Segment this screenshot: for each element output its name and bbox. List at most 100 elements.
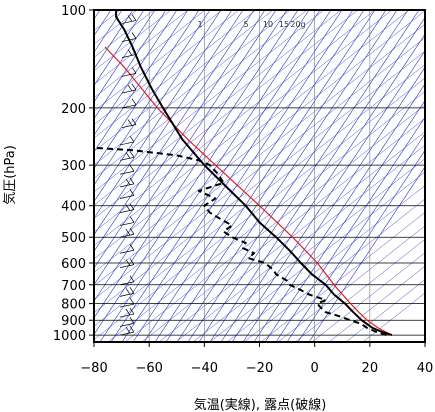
guide-line <box>124 104 425 342</box>
guide-line <box>220 33 425 342</box>
guide-line <box>198 10 420 342</box>
guide-line <box>94 10 145 86</box>
x-tick-label: −40 <box>191 361 218 376</box>
guide-line <box>209 171 425 342</box>
guide-line <box>143 10 365 342</box>
guide-line <box>297 149 425 342</box>
guide-line <box>94 10 172 72</box>
y-tick-label: 400 <box>61 200 86 215</box>
wind-barb <box>121 83 137 94</box>
wind-barb <box>119 135 135 146</box>
wind-barb <box>119 165 135 175</box>
guide-line <box>311 252 425 342</box>
y-tick-label: 300 <box>61 159 86 174</box>
y-tick-label: 700 <box>61 279 86 294</box>
guide-line <box>158 131 425 342</box>
wind-barb <box>121 32 137 42</box>
guide-line <box>94 37 425 300</box>
x-tick-label: −80 <box>80 361 107 376</box>
guide-line <box>231 50 425 342</box>
guide-line <box>175 144 425 342</box>
guide-line <box>345 279 425 342</box>
parcel-profile <box>104 46 393 336</box>
guide-lines <box>94 10 425 342</box>
y-tick-label: 800 <box>61 298 86 313</box>
wind-barb <box>119 325 135 336</box>
guide-line <box>260 212 425 342</box>
guide-line <box>94 10 206 99</box>
wind-barb <box>119 189 135 199</box>
x-tick-label: −20 <box>246 361 273 376</box>
guide-line <box>110 10 332 342</box>
guide-line <box>286 133 425 342</box>
guide-line <box>94 10 240 125</box>
mixing-ratio-label: 20g <box>290 20 305 29</box>
y-tick-label: 900 <box>61 314 86 329</box>
guide-line <box>294 238 425 342</box>
wind-barb <box>119 307 135 318</box>
guide-line <box>94 23 425 287</box>
wind-barb <box>119 151 135 161</box>
guide-line <box>94 10 189 85</box>
guide-line <box>94 10 200 169</box>
guide-line <box>94 10 325 193</box>
wind-barb <box>119 203 135 213</box>
guide-line <box>107 91 425 342</box>
guide-line <box>94 10 299 319</box>
guide-line <box>176 10 398 342</box>
y-tick-label: 200 <box>61 102 86 117</box>
guide-line <box>94 10 410 260</box>
wind-barb <box>121 14 137 24</box>
wind-barb <box>119 297 135 308</box>
guide-line <box>94 10 189 153</box>
wind-barbs <box>119 14 137 336</box>
guide-line <box>187 10 409 342</box>
y-tick-label: 100 <box>61 4 86 19</box>
mixing-ratio-label: 10 <box>263 20 273 29</box>
pressure-grid <box>94 10 425 342</box>
guide-line <box>94 10 342 206</box>
wind-barb <box>119 287 135 297</box>
guide-line <box>308 166 425 342</box>
guide-line <box>94 10 134 70</box>
guide-line <box>94 10 211 186</box>
wind-barb <box>121 118 137 128</box>
wind-barb <box>119 317 135 327</box>
guide-line <box>264 100 425 342</box>
y-tick-label: 600 <box>61 257 86 272</box>
x-axis: −80 −60 −40 −20 0 20 40 <box>80 342 433 376</box>
guide-line <box>226 185 425 342</box>
mixing-ratio-label: 5 <box>243 20 248 29</box>
guide-line <box>165 10 387 342</box>
y-tick-label: 500 <box>61 231 86 246</box>
y-tick-label: 1000 <box>53 329 86 344</box>
guide-line <box>328 265 425 342</box>
x-axis-title: 気温(実線), 露点(破線) <box>194 397 327 412</box>
x-tick-label: 40 <box>417 361 434 376</box>
guide-line <box>94 10 291 166</box>
guide-line <box>209 17 425 342</box>
series-layer <box>94 10 393 337</box>
temperature-profile <box>115 10 393 337</box>
guide-line <box>154 10 376 342</box>
guide-line <box>243 198 425 342</box>
guide-line <box>94 10 244 236</box>
guide-line <box>94 10 266 269</box>
guide-line <box>94 77 425 340</box>
wind-barb <box>119 275 135 286</box>
guide-line <box>94 10 274 152</box>
wind-barb <box>119 258 135 268</box>
wind-barb <box>119 244 135 254</box>
guide-line <box>192 158 425 342</box>
guide-line <box>94 10 359 220</box>
guide-line <box>94 10 308 179</box>
guide-line <box>94 10 233 219</box>
guide-line <box>94 10 223 112</box>
guide-line <box>94 10 167 120</box>
mixing-ratio-label: 1 <box>197 20 202 29</box>
wind-barb <box>121 98 137 109</box>
guide-line <box>99 10 321 342</box>
x-tick-label: 20 <box>362 361 379 376</box>
